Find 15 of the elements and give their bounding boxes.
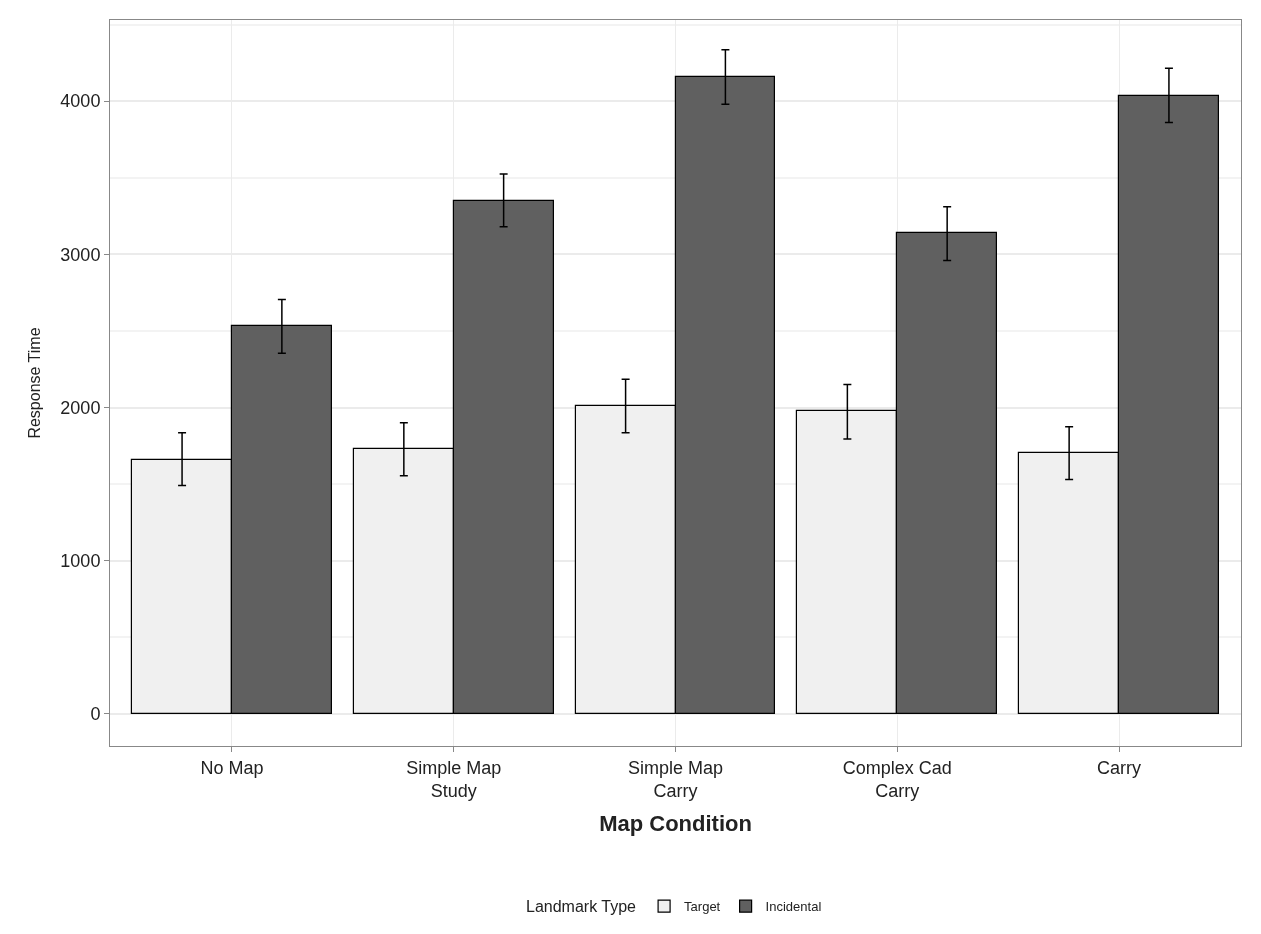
x-tick-label: Complex Cad Carry bbox=[842, 757, 952, 801]
legend-title: Landmark Type bbox=[526, 898, 637, 915]
y-tick-label: 3000 bbox=[60, 244, 101, 265]
legend-label: Target bbox=[684, 899, 721, 915]
y-axis-title: Response Time bbox=[26, 327, 44, 439]
y-tick-label: 4000 bbox=[60, 91, 101, 112]
x-axis-title: Map Condition bbox=[599, 810, 752, 836]
x-tick-label: Carry bbox=[1097, 757, 1142, 778]
y-tick-label: 0 bbox=[90, 704, 101, 725]
x-tick-label: Simple Map Study bbox=[406, 757, 502, 801]
legend-label: Incidental bbox=[765, 899, 822, 915]
y-tick-label: 2000 bbox=[60, 397, 101, 418]
y-tick-label: 1000 bbox=[60, 550, 101, 571]
x-tick-label: No Map bbox=[200, 757, 264, 778]
x-tick-label: Simple Map Carry bbox=[627, 757, 724, 801]
